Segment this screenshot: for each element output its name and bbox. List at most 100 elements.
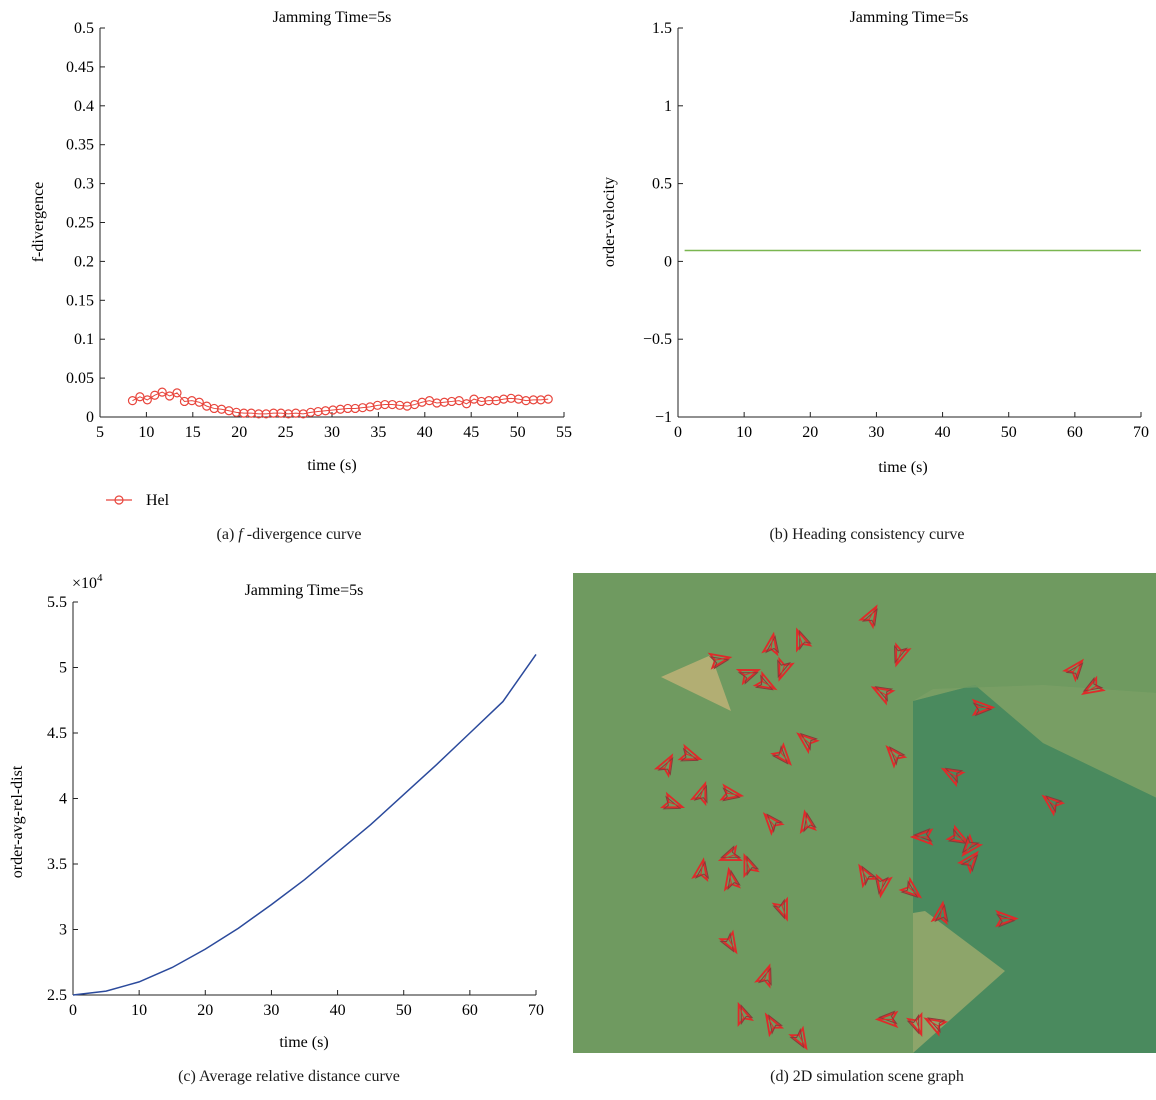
chart-c-y-tick-label: 4	[59, 791, 67, 808]
chart-a-y-tick-label: 0.05	[66, 370, 94, 387]
chart-b-y-tick-label: 0	[664, 253, 672, 270]
chart-c-x-tick-label: 50	[396, 1002, 412, 1019]
chart-a-x-tick-label: 15	[185, 424, 201, 441]
chart-c-ylabel: order-avg-rel-dist	[9, 765, 26, 878]
chart-a-legend: Hel	[106, 492, 170, 509]
chart-c-multiplier: ×104	[72, 572, 103, 592]
chart-a-point	[461, 399, 472, 409]
agent-marker	[719, 783, 745, 802]
chart-a-y-tick-label: 0.25	[66, 215, 94, 232]
chart-b-x-tick-label: 0	[674, 424, 682, 441]
agent-marker	[735, 669, 761, 686]
agent-marker	[957, 850, 979, 875]
chart-c-title: Jamming Time=5s	[245, 582, 364, 599]
scene-light-region	[913, 685, 1156, 798]
agent-marker	[1081, 675, 1106, 696]
agent-marker	[906, 1011, 923, 1037]
chart-a-y-tick-label: 0.2	[74, 253, 94, 270]
chart-a-x-tick-label: 45	[463, 424, 479, 441]
chart-a-x-tick-label: 55	[556, 424, 572, 441]
agent-marker	[761, 631, 780, 657]
chart-a-x-tick-label: 5	[96, 424, 104, 441]
chart-b-y-tick-label: 1	[664, 98, 672, 115]
chart-a-y-tick-label: 0	[86, 409, 94, 426]
scene-light-region	[913, 911, 1005, 1053]
chart-c-series-line	[72, 653, 537, 996]
chart-a-y-tick-label: 0.35	[66, 137, 94, 154]
agent-marker	[898, 876, 923, 899]
chart-a-point	[150, 390, 160, 400]
agent-marker	[858, 604, 878, 630]
chart-c: Jamming Time=5s ×104 0 10 20 30 40 50 60 70 2.5 3…	[9, 572, 544, 1051]
agent-marker	[689, 781, 708, 807]
agent-marker	[737, 1001, 754, 1027]
chart-a-x-tick-label: 50	[510, 424, 526, 441]
agent-marker	[870, 686, 896, 706]
agent-marker	[764, 1012, 785, 1038]
agent-marker	[653, 753, 674, 779]
chart-a-point	[454, 396, 464, 406]
chart-a-point	[543, 394, 553, 404]
chart-c-y-tick-label: 3.5	[47, 856, 67, 873]
chart-a-y-tick-label: 0.5	[74, 20, 94, 37]
agent-marker	[923, 1017, 949, 1037]
agent-marker	[971, 698, 996, 717]
agent-marker	[799, 809, 817, 834]
chart-b-y-tick-label: 1.5	[652, 20, 672, 37]
agent-marker	[945, 824, 971, 844]
agent-marker	[707, 652, 733, 670]
chart-a-point	[135, 392, 145, 402]
agent-marker	[885, 744, 908, 769]
chart-c-y-tick-label: 3	[59, 922, 67, 939]
agent-marker	[874, 873, 893, 899]
agent-marker	[1062, 658, 1084, 683]
chart-a-series-line	[132, 391, 549, 415]
chart-c-xlabel: time (s)	[279, 1034, 328, 1051]
agent-marker	[770, 742, 792, 766]
chart-c-y-tick-label: 5	[59, 660, 67, 677]
chart-c-x-tick-label: 10	[131, 1002, 147, 1019]
agent-marker	[677, 743, 703, 762]
chart-c-x-tick-label: 60	[462, 1002, 478, 1019]
chart-c-y-tick-label: 4.5	[47, 725, 67, 742]
chart-a-ylabel: f-divergence	[30, 182, 47, 263]
agent-marker	[858, 863, 878, 889]
agent-marker	[762, 812, 785, 836]
agent-marker	[743, 853, 760, 879]
chart-a-point	[172, 388, 182, 398]
chart-b-x-tick-label: 70	[1133, 424, 1149, 441]
chart-b-x-tick-label: 50	[1001, 424, 1017, 441]
chart-c-y-tick-label: 5.5	[47, 594, 67, 611]
chart-c-y-tick-label: 2.5	[47, 987, 67, 1004]
chart-a: Jamming Time=5s 5 10 15 20 25 30 35 40 45 50 55 0 0.…	[30, 9, 572, 509]
chart-a-title: Jamming Time=5s	[273, 9, 392, 26]
caption-d: (d) 2D simulation scene graph	[770, 1068, 964, 1085]
agent-marker	[940, 767, 966, 788]
chart-a-y-tick-label: 0.1	[74, 331, 94, 348]
agent-marker	[717, 844, 744, 861]
caption-a: (a) f -divergence curve	[216, 526, 362, 543]
chart-a-xlabel: time (s)	[307, 457, 356, 474]
chart-a-x-tick-label: 20	[231, 424, 247, 441]
chart-b-x-tick-label: 20	[802, 424, 818, 441]
chart-b-x-tick-label: 30	[868, 424, 884, 441]
chart-c-x-tick-label: 20	[197, 1002, 213, 1019]
agent-marker	[909, 827, 934, 846]
chart-b-ylabel: order-velocity	[601, 177, 618, 267]
chart-c-x-tick-label: 70	[528, 1002, 544, 1019]
agent-marker	[995, 909, 1019, 928]
scene-triangle	[661, 655, 731, 711]
agent-marker	[1041, 794, 1066, 817]
chart-b-xlabel: time (s)	[878, 459, 927, 476]
agent-marker	[752, 670, 778, 691]
agent-marker	[723, 866, 742, 892]
agent-marker	[659, 791, 686, 810]
agent-marker	[961, 833, 984, 858]
chart-b-title: Jamming Time=5s	[850, 9, 969, 26]
simulation-scene	[573, 573, 1156, 1053]
chart-a-y-tick-label: 0.3	[74, 176, 94, 193]
agent-marker	[777, 656, 795, 682]
caption-b: (b) Heading consistency curve	[769, 526, 965, 543]
chart-b-x-tick-label: 40	[935, 424, 951, 441]
chart-a-x-tick-label: 30	[324, 424, 340, 441]
